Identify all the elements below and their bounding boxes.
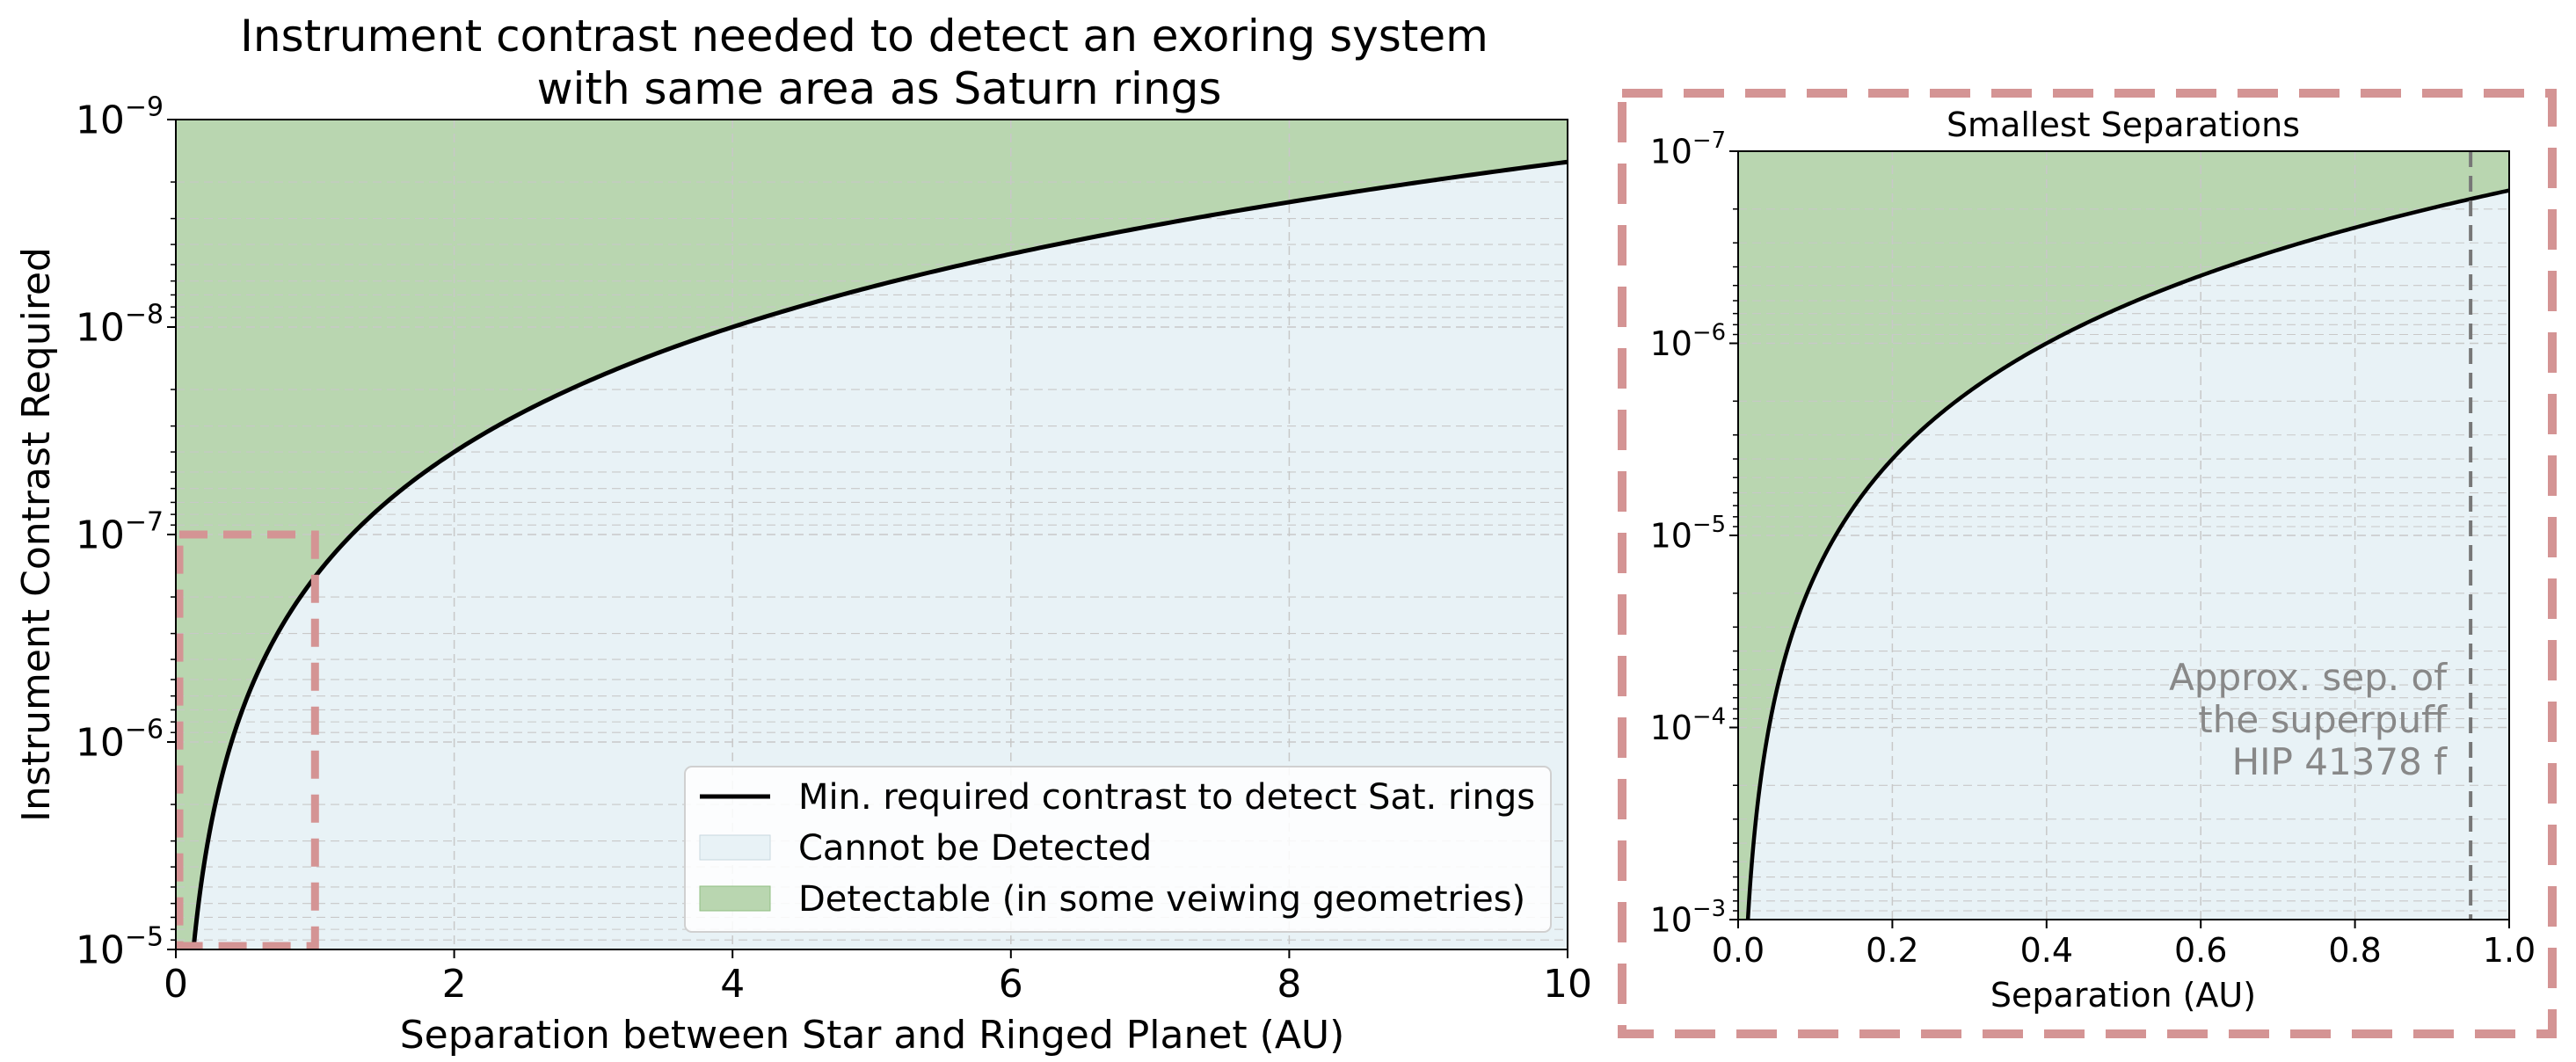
x-tick-label: 0.6 [2174, 931, 2227, 970]
y-tick-label: 10−8 [76, 300, 164, 351]
y-tick-label: 10−6 [76, 715, 164, 766]
x-tick-label: 0.4 [2020, 931, 2073, 970]
inset-annotation: Approx. sep. of the superpuff HIP 41378 … [2169, 656, 2448, 783]
x-tick-label: 0.2 [1866, 931, 1918, 970]
inset-annotation-line1: Approx. sep. of [2169, 656, 2448, 699]
inset-annotation-line2: the superpuff [2198, 698, 2448, 741]
x-tick-label: 10 [1543, 962, 1592, 1007]
y-tick-label: 10−7 [76, 507, 164, 558]
x-tick-label: 0 [164, 962, 188, 1007]
x-tick-label: 4 [720, 962, 745, 1007]
inset-highlight-frame [1618, 89, 2557, 1038]
main-ticks: 0 2 4 6 8 10 10−5 10−6 10−7 10−8 10−9 [76, 92, 1592, 1007]
inset-ticks: 0.0 0.2 0.4 0.6 0.8 1.0 10−3 10−4 10−5 10−6 10−7 [1650, 127, 2536, 970]
inset-grid [1738, 151, 2509, 920]
x-tick-label: 0.8 [2328, 931, 2381, 970]
main-chart-title-line1: Instrument contrast needed to detect an … [240, 11, 1488, 62]
x-tick-label: 8 [1277, 962, 1301, 1007]
y-tick-label: 10−3 [1650, 896, 1726, 939]
inset-annotation-line3: HIP 41378 f [2232, 740, 2449, 783]
main-chart-title-line2: with same area as Saturn rings [537, 63, 1222, 114]
y-tick-label: 10−5 [76, 922, 164, 973]
x-tick-label: 6 [999, 962, 1023, 1007]
legend-detectable-label: Detectable (in some veiwing geometries) [798, 879, 1525, 920]
y-tick-label: 10−7 [1650, 127, 1726, 171]
legend-curve-label: Min. required contrast to detect Sat. ri… [798, 777, 1535, 818]
y-tick-label: 10−4 [1650, 704, 1726, 747]
x-tick-label: 1.0 [2483, 931, 2536, 970]
inset-chart: Smallest Separations 0.0 0.2 0.4 0.6 0.8 1.0 1… [1618, 89, 2557, 1038]
y-tick-label: 10−5 [1650, 512, 1726, 555]
legend-undetectable-label: Cannot be Detected [798, 828, 1152, 869]
legend-detectable-swatch [699, 885, 771, 912]
legend-undetectable-swatch [699, 834, 771, 861]
main-chart: Instrument contrast needed to detect an … [14, 11, 1592, 1058]
inset-x-axis-label: Separation (AU) [1990, 976, 2256, 1015]
main-y-axis-label: Instrument Contrast Required [14, 247, 59, 822]
main-highlight-box [176, 530, 319, 949]
main-undetectable-area [193, 162, 1568, 949]
x-tick-label: 2 [442, 962, 467, 1007]
legend-frame [684, 766, 1552, 933]
main-min-contrast-curve [191, 159, 1568, 949]
inset-undetectable-area [1748, 190, 2509, 920]
y-tick-label: 10−6 [1650, 320, 1726, 363]
main-x-axis-label: Separation between Star and Ringed Plane… [400, 1013, 1345, 1058]
x-tick-label: 0.0 [1712, 931, 1765, 970]
main-legend: Min. required contrast to detect Sat. ri… [684, 766, 1552, 933]
inset-chart-title: Smallest Separations [1947, 105, 2300, 144]
y-tick-label: 10−9 [76, 92, 164, 143]
inset-min-contrast-curve [1745, 188, 2509, 920]
